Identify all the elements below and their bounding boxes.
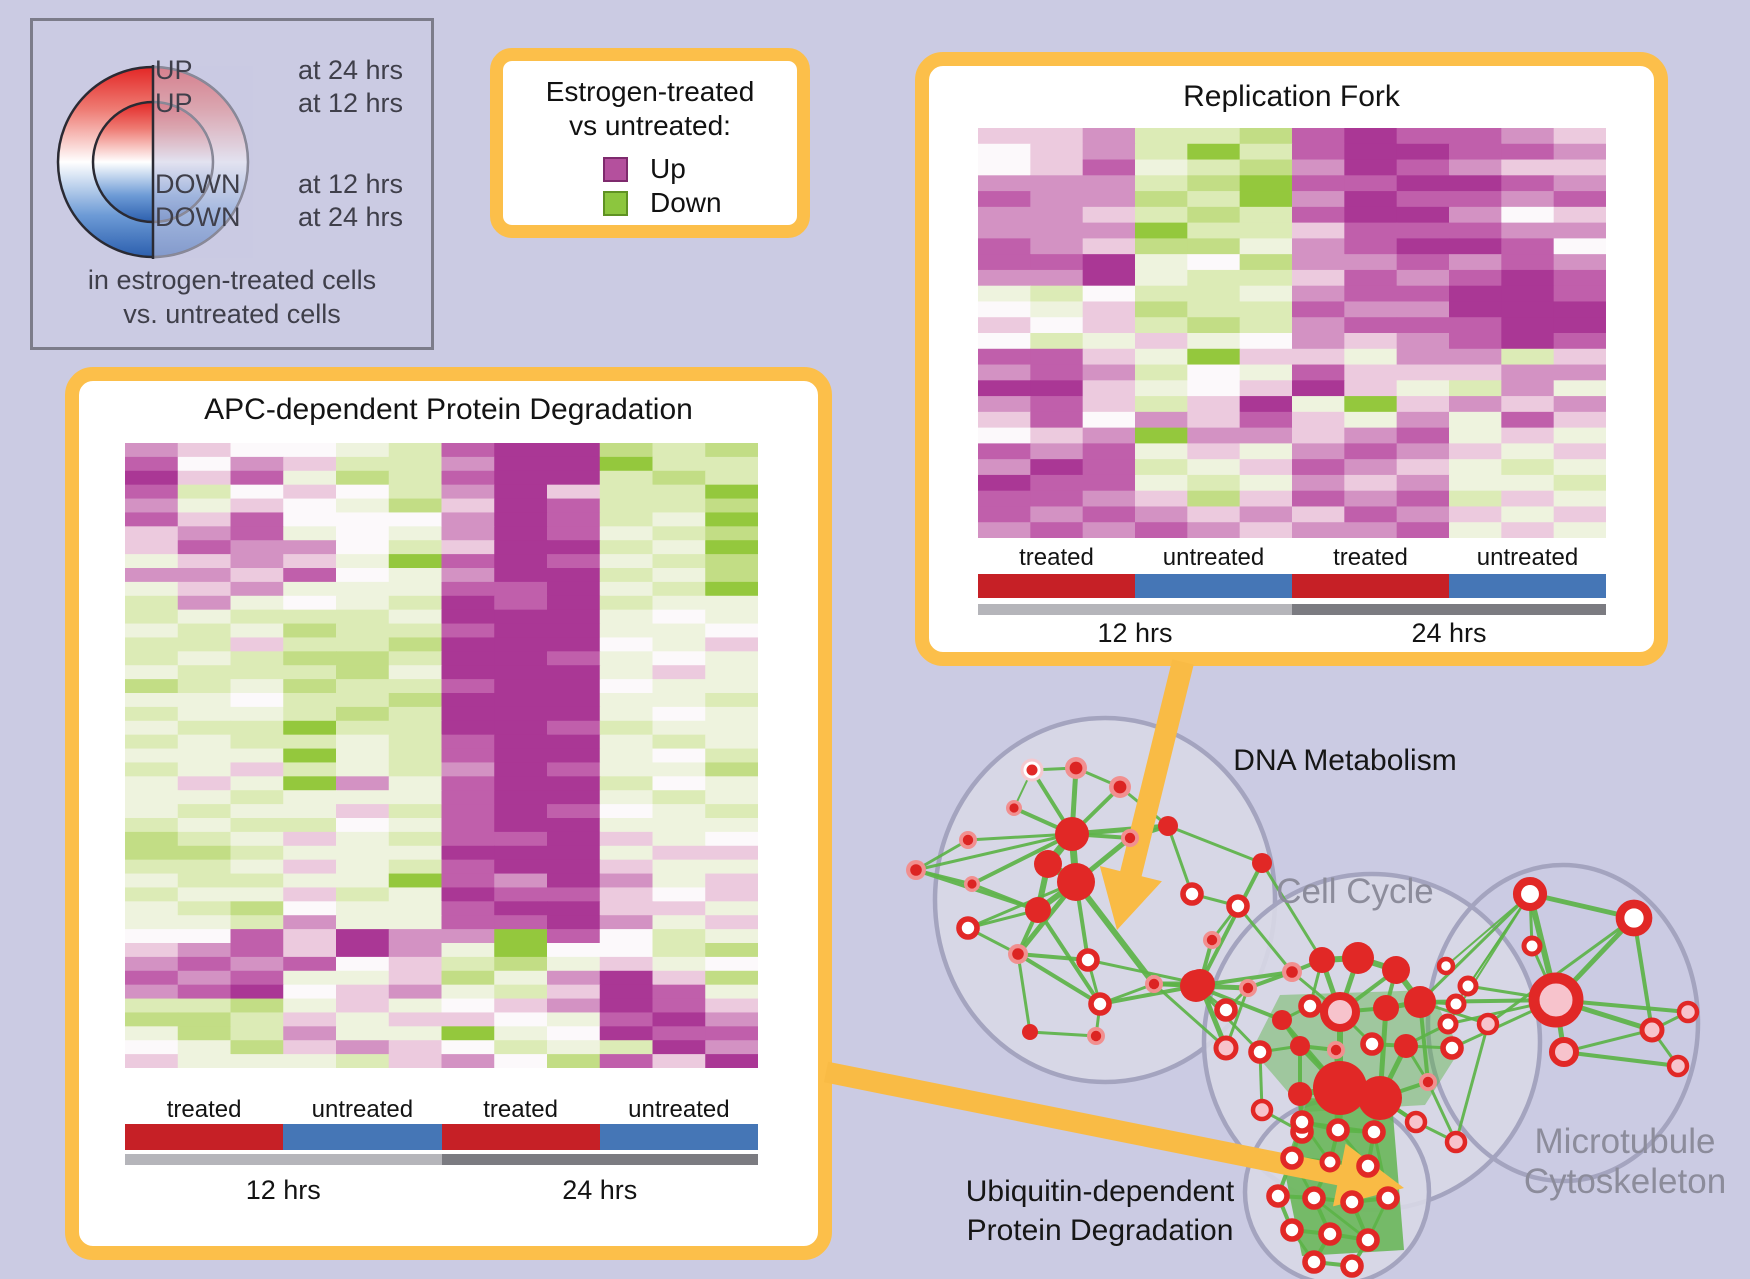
sample-group-bar-segment	[283, 1124, 442, 1150]
estrogen-legend-title-line1: Estrogen-treated	[545, 76, 755, 107]
time-bar-segment	[978, 604, 1292, 615]
legend-down-24-dir: DOWN	[155, 202, 241, 232]
apc-heatmap-panel: APC-dependent Protein Degradation treate…	[65, 367, 832, 1260]
apc-treatment-bar	[125, 1124, 758, 1150]
legend-caption-line2: vs. untreated cells	[123, 299, 341, 329]
replication-treatment-bar	[978, 574, 1606, 598]
ubiquitin-label-line1: Ubiquitin-dependent	[965, 1175, 1235, 1208]
sample-group-bar-segment	[1449, 574, 1606, 598]
replication-time-labels: 12 hrs 24 hrs	[978, 618, 1606, 649]
sample-group-bar-segment	[1292, 574, 1449, 598]
cell-cycle-label: Cell Cycle	[1276, 872, 1434, 911]
down-label: Down	[650, 187, 722, 218]
legend-down-12-time: at 12 hrs	[297, 169, 403, 199]
apc-group-label-2: untreated	[311, 1096, 414, 1123]
sample-group-bar-segment	[599, 1124, 758, 1150]
apc-group-label-3: treated	[483, 1096, 558, 1123]
up-label: Up	[650, 153, 686, 184]
down-color-swatch	[603, 190, 628, 216]
legend-up-12-dir: UP	[155, 88, 193, 118]
rep-group-label-2: untreated	[1162, 544, 1265, 571]
dna-metabolism-label: DNA Metabolism	[1233, 744, 1457, 777]
legend-up-24-time: at 24 hrs	[297, 55, 403, 85]
estrogen-updown-legend-box: Estrogen-treated vs untreated: Up Down	[490, 48, 810, 238]
rep-time-label-12: 12 hrs	[1097, 618, 1173, 648]
sample-group-bar-segment	[441, 1124, 600, 1150]
orange-arrow	[1099, 659, 1194, 930]
edge-density-mass	[1252, 990, 1460, 1112]
ubiquitin-label-line2: Protein Degradation	[966, 1214, 1234, 1247]
replication-sample-group-labels: treated untreated treated untreated	[978, 544, 1606, 572]
apc-group-label-1: treated	[166, 1096, 242, 1123]
apc-time-bar	[125, 1154, 758, 1165]
apc-time-label-12: 12 hrs	[245, 1175, 321, 1205]
apc-group-label-4: untreated	[628, 1096, 730, 1123]
estrogen-legend-title-line2: vs untreated:	[569, 110, 731, 141]
time-bar-segment	[441, 1154, 758, 1165]
up-color-swatch	[603, 156, 628, 182]
edge-density-mass	[1284, 1098, 1404, 1256]
legend-down-24-time: at 24 hrs	[297, 202, 403, 232]
replication-panel-title: Replication Fork	[1183, 80, 1400, 113]
time-bar-segment	[125, 1154, 442, 1165]
cluster-cell-cycle	[1201, 871, 1543, 1213]
apc-time-label-24: 24 hrs	[562, 1175, 638, 1205]
ubiquitin-label: Ubiquitin-dependent Protein Degradation	[905, 1172, 1295, 1250]
legend-down-12-dir: DOWN	[155, 169, 241, 199]
rep-group-label-4: untreated	[1476, 544, 1579, 571]
apc-time-labels: 12 hrs 24 hrs	[125, 1175, 758, 1206]
replication-time-bar	[978, 604, 1606, 615]
sample-group-bar-segment	[978, 574, 1135, 598]
microtubule-label-line2: Cytoskeleton	[1523, 1162, 1727, 1201]
rep-time-label-24: 24 hrs	[1411, 618, 1487, 648]
legend-item-down: Down	[603, 187, 722, 219]
legend-up-12-time: at 12 hrs	[297, 88, 403, 118]
replication-fork-panel: Replication Fork treated untreated treat…	[915, 52, 1668, 666]
rep-group-label-3: treated	[1333, 544, 1408, 571]
sample-group-bar-segment	[125, 1124, 284, 1150]
sample-group-bar-segment	[1135, 574, 1292, 598]
legend-up-24-dir: UP	[155, 55, 193, 85]
apc-panel-title: APC-dependent Protein Degradation	[204, 393, 693, 426]
microtubule-label-line1: Microtubule	[1534, 1122, 1716, 1161]
apc-heatmap	[125, 443, 758, 1068]
updown-circle-legend-box: UP at 24 hrs UP at 12 hrs DOWN at 12 hrs…	[30, 18, 434, 350]
rep-group-label-1: treated	[1019, 544, 1094, 571]
apc-sample-group-labels: treated untreated treated untreated	[125, 1096, 758, 1124]
replication-heatmap	[978, 128, 1606, 538]
microtubule-label: Microtubule Cytoskeleton	[1495, 1122, 1750, 1202]
updown-circle-glyph	[56, 65, 253, 259]
time-bar-segment	[1292, 604, 1606, 615]
legend-item-up: Up	[603, 153, 686, 185]
legend-caption-line1: in estrogen-treated cells	[87, 265, 377, 295]
